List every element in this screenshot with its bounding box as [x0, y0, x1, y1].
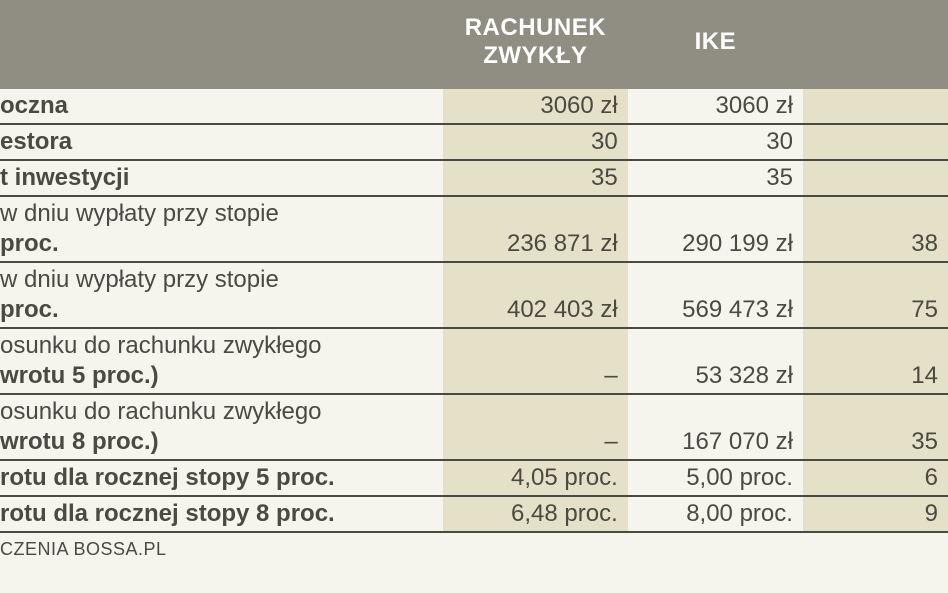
cell-c3 — [803, 124, 948, 160]
row-label: oczna — [0, 89, 443, 124]
cell-c2: 53 328 zł — [628, 328, 803, 394]
table-body: oczna3060 zł3060 złestora3030t inwestycj… — [0, 89, 948, 532]
cell-c3: 35 — [803, 394, 948, 460]
header-col-ike: IKE — [628, 0, 803, 89]
table-row: w dniu wypłaty przy stopie proc.402 403 … — [0, 262, 948, 328]
cell-c1: – — [443, 394, 628, 460]
cell-c1: 30 — [443, 124, 628, 160]
row-label: estora — [0, 124, 443, 160]
cell-c1: 3060 zł — [443, 89, 628, 124]
cell-c3: 9 — [803, 496, 948, 532]
table-header-row: RACHUNEKZWYKŁY IKE — [0, 0, 948, 89]
cell-c1: – — [443, 328, 628, 394]
cell-c1: 6,48 proc. — [443, 496, 628, 532]
cell-c1: 35 — [443, 160, 628, 196]
table-row: osunku do rachunku zwykłegowrotu 8 proc.… — [0, 394, 948, 460]
header-col-rachunek: RACHUNEKZWYKŁY — [443, 0, 628, 89]
row-label: rotu dla rocznej stopy 8 proc. — [0, 496, 443, 532]
row-label: t inwestycji — [0, 160, 443, 196]
cell-c3 — [803, 89, 948, 124]
cell-c3: 6 — [803, 460, 948, 496]
cell-c2: 30 — [628, 124, 803, 160]
cell-c1: 402 403 zł — [443, 262, 628, 328]
header-label — [0, 0, 443, 89]
cell-c3 — [803, 160, 948, 196]
row-label: osunku do rachunku zwykłegowrotu 5 proc.… — [0, 328, 443, 394]
cell-c2: 35 — [628, 160, 803, 196]
cell-c2: 569 473 zł — [628, 262, 803, 328]
cell-c3: 14 — [803, 328, 948, 394]
source-row: CZENIA BOSSA.PL — [0, 532, 948, 560]
cell-c2: 167 070 zł — [628, 394, 803, 460]
comparison-table: RACHUNEKZWYKŁY IKE oczna3060 zł3060 złes… — [0, 0, 948, 560]
cell-c2: 3060 zł — [628, 89, 803, 124]
table-row: w dniu wypłaty przy stopie proc.236 871 … — [0, 196, 948, 262]
table-row: t inwestycji3535 — [0, 160, 948, 196]
cell-c2: 290 199 zł — [628, 196, 803, 262]
table-row: rotu dla rocznej stopy 5 proc.4,05 proc.… — [0, 460, 948, 496]
table-row: oczna3060 zł3060 zł — [0, 89, 948, 124]
header-col-extra — [803, 0, 948, 89]
table-row: rotu dla rocznej stopy 8 proc.6,48 proc.… — [0, 496, 948, 532]
cell-c3: 38 — [803, 196, 948, 262]
table-row: estora3030 — [0, 124, 948, 160]
cell-c1: 236 871 zł — [443, 196, 628, 262]
cell-c2: 8,00 proc. — [628, 496, 803, 532]
row-label: w dniu wypłaty przy stopie proc. — [0, 262, 443, 328]
row-label: rotu dla rocznej stopy 5 proc. — [0, 460, 443, 496]
cell-c1: 4,05 proc. — [443, 460, 628, 496]
table-row: osunku do rachunku zwykłegowrotu 5 proc.… — [0, 328, 948, 394]
cell-c2: 5,00 proc. — [628, 460, 803, 496]
row-label: w dniu wypłaty przy stopie proc. — [0, 196, 443, 262]
source-text: CZENIA BOSSA.PL — [0, 532, 948, 560]
cell-c3: 75 — [803, 262, 948, 328]
row-label: osunku do rachunku zwykłegowrotu 8 proc.… — [0, 394, 443, 460]
